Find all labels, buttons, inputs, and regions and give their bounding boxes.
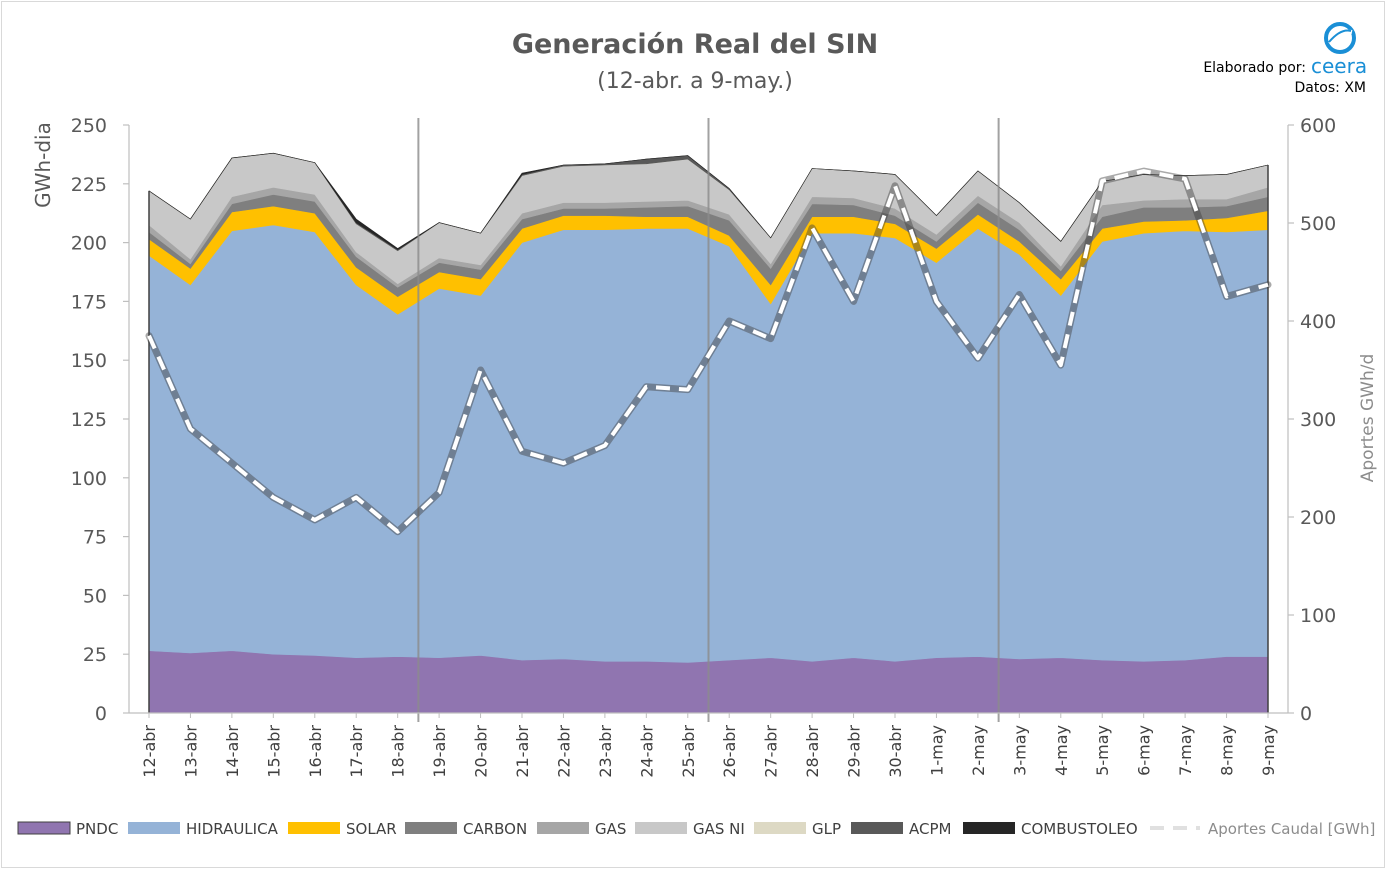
y-tick-label: 150 (71, 350, 107, 372)
x-tick-label: 12-abr (140, 725, 159, 778)
x-tick-label: 26-abr (720, 725, 739, 778)
legend-label-hidraulica: HIDRAULICA (186, 820, 279, 838)
x-tick-label: 7-may (1176, 725, 1195, 776)
x-tick-label: 19-abr (430, 725, 449, 778)
credit-logo-text: ceera (1311, 54, 1367, 78)
legend: PNDC HIDRAULICA SOLAR CARBON GAS GAS NI GLP ACP… (17, 820, 1375, 838)
y2-tick-label: 200 (1300, 507, 1336, 529)
y-tick-label: 225 (71, 174, 107, 196)
legend-swatch-glp (754, 822, 806, 834)
x-tick-label: 4-may (1052, 725, 1071, 776)
x-tick-label: 29-abr (845, 725, 864, 778)
legend-swatch-gas (537, 822, 589, 834)
x-tick-label: 28-abr (803, 725, 822, 778)
x-tick-label: 23-abr (596, 725, 615, 778)
credit-block: Elaborado por: ceera Datos: XM (1203, 22, 1367, 96)
x-tick-label: 13-abr (181, 725, 200, 778)
y2-axis-label: Aportes GWh/d (1358, 354, 1378, 482)
legend-label-carbon: CARBON (463, 820, 527, 838)
y-tick-label: 200 (71, 233, 107, 255)
legend-swatch-hidraulica (128, 822, 180, 834)
legend-label-combustoleo: COMBUSTOLEO (1021, 820, 1138, 838)
legend-label-gas-ni: GAS NI (693, 820, 745, 838)
y2-tick-label: 500 (1300, 213, 1336, 235)
y-tick-label: 0 (95, 703, 107, 725)
vertical-markers (417, 118, 1000, 722)
legend-swatch-carbon (405, 822, 457, 834)
chart-subtitle: (12-abr. a 9-may.) (597, 69, 793, 94)
x-tick-label: 3-may (1010, 725, 1029, 776)
legend-label-pndc: PNDC (76, 820, 118, 838)
y-tick-label: 100 (71, 468, 107, 490)
legend-label-glp: GLP (812, 820, 841, 838)
y-tick-label: 50 (83, 585, 107, 607)
x-tick-label: 15-abr (264, 725, 283, 778)
y-axis-label: GWh-dia (31, 122, 55, 208)
x-tick-label: 2-may (969, 725, 988, 776)
y2-tick-label: 100 (1300, 605, 1336, 627)
y2-tick-label: 0 (1300, 703, 1312, 725)
x-tick-label: 30-abr (886, 725, 905, 778)
aportes-line (147, 169, 1269, 534)
credit-datos: Datos: XM (1294, 80, 1366, 96)
ceera-logo-icon (1324, 22, 1356, 54)
aportes-line-series (145, 167, 1272, 536)
x-tick-label: 18-abr (389, 725, 408, 778)
x-tick-label: 24-abr (637, 725, 656, 778)
y-tick-label: 75 (83, 527, 107, 549)
y-tick-label: 250 (71, 115, 107, 137)
y-tick-label: 175 (71, 291, 107, 313)
legend-label-gas: GAS (595, 820, 626, 838)
y-tick-label: 125 (71, 409, 107, 431)
axes: 0 25 50 75 100 125 150 175 200 225 250 0 100 200 300 40… (71, 115, 1337, 778)
legend-label-acpm: ACPM (909, 820, 951, 838)
x-tick-label: 17-abr (347, 725, 366, 778)
x-tick-label: 21-abr (513, 725, 532, 778)
y2-tick-label: 300 (1300, 409, 1336, 431)
x-tick-label: 8-may (1218, 725, 1237, 776)
x-tick-label: 20-abr (472, 725, 491, 778)
legend-label-solar: SOLAR (346, 820, 397, 838)
x-tick-label: 22-abr (554, 725, 573, 778)
x-tick-label: 6-may (1135, 725, 1154, 776)
legend-swatch-combustoleo (963, 822, 1015, 834)
x-tick-label: 5-may (1093, 725, 1112, 776)
x-tick-label: 27-abr (762, 725, 781, 778)
x-tick-label: 9-may (1259, 725, 1278, 776)
chart-title: Generación Real del SIN (512, 29, 878, 60)
legend-swatch-pndc (17, 821, 71, 835)
y-tick-label: 25 (83, 644, 107, 666)
credit-elaborado-label: Elaborado por: (1203, 60, 1306, 76)
x-tick-label: 16-abr (306, 725, 325, 778)
legend-swatch-gas-ni (635, 822, 687, 834)
y2-tick-label: 400 (1300, 311, 1336, 333)
x-tick-label: 25-abr (679, 725, 698, 778)
legend-label-aportes-caudal-gwh: Aportes Caudal [GWh] (1208, 820, 1375, 838)
y2-tick-label: 600 (1300, 115, 1336, 137)
legend-swatch-acpm (851, 822, 903, 834)
x-tick-label: 1-may (927, 725, 946, 776)
legend-swatch-solar (288, 822, 340, 834)
x-tick-label: 14-abr (223, 725, 242, 778)
